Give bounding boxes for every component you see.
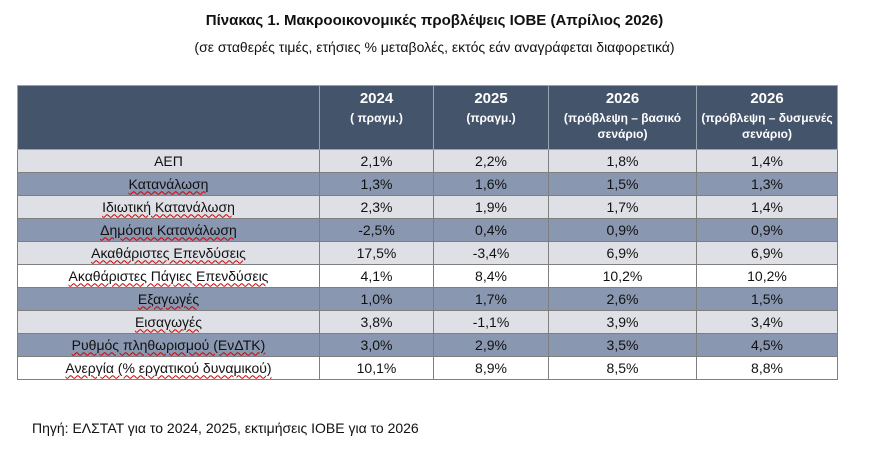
table-row: ΑΕΠ 2,1% 2,2% 1,8% 1,4% <box>17 149 838 173</box>
table-row: Ρυθμός πληθωρισμού (ΕνΔΤΚ) 3,0% 2,9% 3,5… <box>17 333 838 357</box>
table-row: Δημόσια Κατανάλωση -2,5% 0,4% 0,9% 0,9% <box>17 218 838 242</box>
table-row: Κατανάλωση 1,3% 1,6% 1,5% 1,3% <box>17 172 838 196</box>
source-note: Πηγή: ΕΛΣΤΑΤ για το 2024, 2025, εκτιμήσε… <box>32 420 419 436</box>
cell-value: 3,5% <box>548 333 697 357</box>
table-row: Ακαθάριστες Πάγιες Επενδύσεις 4,1% 8,4% … <box>17 264 838 288</box>
header-row: 2024 ( πραγμ.) 2025 (πραγμ.) 2026 (πρόβλ… <box>17 85 838 150</box>
table-title: Πίνακας 1. Μακροοικονομικές προβλέψεις Ι… <box>205 12 664 29</box>
cell-value: 4,1% <box>319 264 434 288</box>
header-cell-label <box>17 85 320 150</box>
header-year: 2024 <box>359 90 394 107</box>
header-note: ( πραγμ.) <box>350 111 403 125</box>
cell-value: 10,1% <box>319 356 434 380</box>
cell-value: 3,4% <box>696 310 838 334</box>
cell-value: 2,2% <box>433 149 549 173</box>
table-row: Ανεργία (% εργατικού δυναμικού) 10,1% 8,… <box>17 356 838 380</box>
row-label: Κατανάλωση <box>17 172 320 196</box>
row-label-text: Εξαγωγές <box>137 290 200 307</box>
row-label: Ανεργία (% εργατικού δυναμικού) <box>17 356 320 380</box>
row-label: Ρυθμός πληθωρισμού (ΕνΔΤΚ) <box>17 333 320 357</box>
cell-value: 1,7% <box>548 195 697 219</box>
header-year: 2026 <box>750 90 784 107</box>
row-label-text: Ιδιωτική Κατανάλωση <box>102 198 235 215</box>
header-cell-2026-adverse: 2026 (πρόβλεψη – δυσμενές σενάριο) <box>696 85 838 150</box>
cell-value: 4,5% <box>696 333 838 357</box>
header-year: 2026 <box>605 90 640 107</box>
cell-value: 3,9% <box>548 310 697 334</box>
cell-value: 8,5% <box>548 356 697 380</box>
row-label: Εισαγωγές <box>17 310 320 334</box>
cell-value: 1,5% <box>548 172 697 196</box>
row-label: Εξαγωγές <box>17 287 320 311</box>
row-label: Ακαθάριστες Επενδύσεις <box>17 241 320 265</box>
row-label-text: Ανεργία (% εργατικού δυναμικού) <box>65 359 272 376</box>
cell-value: 2,9% <box>433 333 549 357</box>
cell-value: 17,5% <box>319 241 434 265</box>
cell-value: 1,9% <box>433 195 549 219</box>
cell-value: 8,8% <box>696 356 838 380</box>
table-row: Ιδιωτική Κατανάλωση 2,3% 1,9% 1,7% 1,4% <box>17 195 838 219</box>
cell-value: 10,2% <box>696 264 838 288</box>
cell-value: 1,3% <box>319 172 434 196</box>
table-row: Εισαγωγές 3,8% -1,1% 3,9% 3,4% <box>17 310 838 334</box>
cell-value: 2,6% <box>548 287 697 311</box>
cell-value: 1,3% <box>696 172 838 196</box>
cell-value: 1,8% <box>548 149 697 173</box>
cell-value: 0,4% <box>433 218 549 242</box>
header-note: (πραγμ.) <box>466 111 516 125</box>
cell-value: 1,7% <box>433 287 549 311</box>
cell-value: 1,6% <box>433 172 549 196</box>
row-label-text: Ρυθμός πληθωρισμού (ΕνΔΤΚ) <box>71 336 266 353</box>
table-row: Εξαγωγές 1,0% 1,7% 2,6% 1,5% <box>17 287 838 311</box>
header-cell-2024: 2024 ( πραγμ.) <box>319 85 434 150</box>
cell-value: -3,4% <box>433 241 549 265</box>
cell-value: 1,5% <box>696 287 838 311</box>
row-label: ΑΕΠ <box>17 149 320 173</box>
header-cell-2025: 2025 (πραγμ.) <box>433 85 549 150</box>
cell-value: 6,9% <box>696 241 838 265</box>
row-label: Ακαθάριστες Πάγιες Επενδύσεις <box>17 264 320 288</box>
header-cell-2026-base: 2026 (πρόβλεψη – βασικό σενάριο) <box>548 85 697 150</box>
row-label: Ιδιωτική Κατανάλωση <box>17 195 320 219</box>
header-note: (πρόβλεψη – βασικό σενάριο) <box>563 111 682 141</box>
cell-value: 3,0% <box>319 333 434 357</box>
header-year: 2025 <box>474 90 508 107</box>
cell-value: 1,4% <box>696 149 838 173</box>
cell-value: 6,9% <box>548 241 697 265</box>
row-label-text: Κατανάλωση <box>128 175 209 192</box>
cell-value: 3,8% <box>319 310 434 334</box>
cell-value: 8,4% <box>433 264 549 288</box>
row-label-text: Ακαθάριστες Επενδύσεις <box>91 244 246 261</box>
header-note: (πρόβλεψη – δυσμενές σενάριο) <box>701 111 833 141</box>
cell-value: 8,9% <box>433 356 549 380</box>
cell-value: 1,4% <box>696 195 838 219</box>
table-row: Ακαθάριστες Επενδύσεις 17,5% -3,4% 6,9% … <box>17 241 838 265</box>
cell-value: 2,3% <box>319 195 434 219</box>
row-label-text: Ακαθάριστες Πάγιες Επενδύσεις <box>68 267 269 284</box>
cell-value: 0,9% <box>548 218 697 242</box>
cell-value: 10,2% <box>548 264 697 288</box>
table-subtitle: (σε σταθερές τιμές, ετήσιες % μεταβολές,… <box>194 39 675 55</box>
row-label: Δημόσια Κατανάλωση <box>17 218 320 242</box>
row-label-text: Δημόσια Κατανάλωση <box>100 221 237 238</box>
cell-value: -1,1% <box>433 310 549 334</box>
forecast-table: 2024 ( πραγμ.) 2025 (πραγμ.) 2026 (πρόβλ… <box>17 85 838 380</box>
row-label-text: Εισαγωγές <box>134 313 203 330</box>
cell-value: -2,5% <box>319 218 434 242</box>
cell-value: 2,1% <box>319 149 434 173</box>
cell-value: 0,9% <box>696 218 838 242</box>
cell-value: 1,0% <box>319 287 434 311</box>
